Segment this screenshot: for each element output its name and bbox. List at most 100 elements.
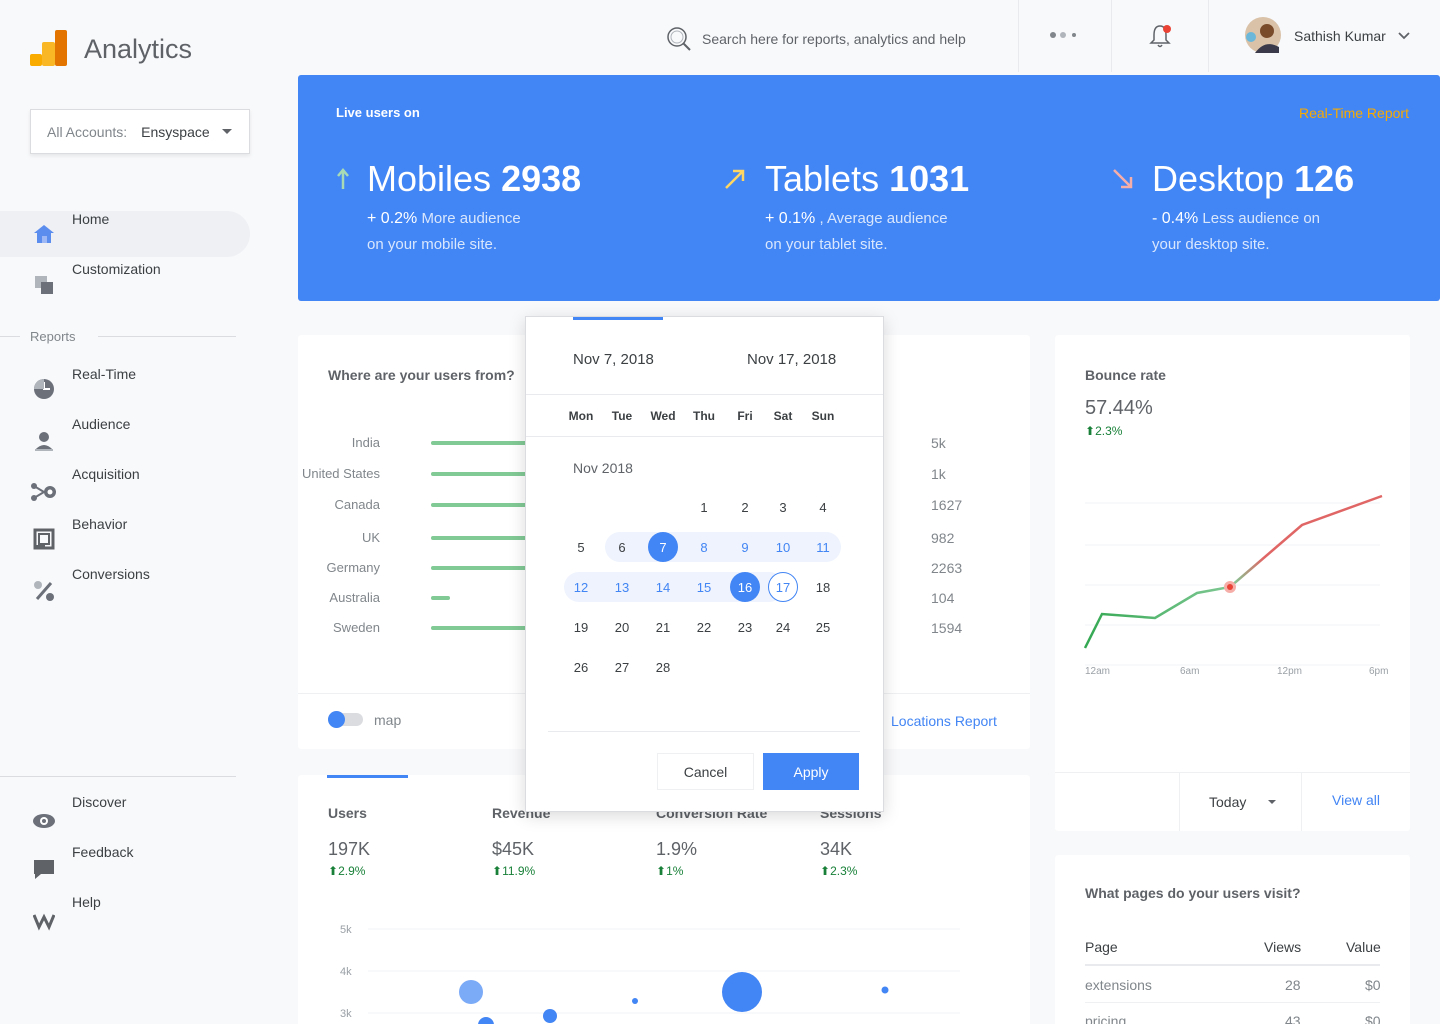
bubble-point [632, 998, 638, 1004]
sidebar-item-home[interactable]: Home [0, 211, 250, 257]
metric-value: 34K [820, 839, 853, 859]
sidebar-item-behavior[interactable]: Behavior [0, 516, 250, 562]
card-divider [1179, 773, 1180, 831]
table-cell: pricing [1085, 1013, 1127, 1024]
x-tick-label: 6am [1180, 666, 1199, 677]
section-label-reports: Reports [30, 329, 76, 344]
map-toggle[interactable] [328, 711, 363, 728]
metric-value: 197K [328, 839, 371, 859]
calendar-day[interactable]: 23 [737, 619, 753, 635]
metric-users[interactable]: Users 197K ⬆2.9% [328, 805, 371, 878]
more-dots-icon[interactable] [1050, 31, 1078, 39]
calendar-day[interactable]: 26 [573, 659, 589, 675]
calendar-day[interactable]: 19 [573, 619, 589, 635]
calendar-day[interactable]: 24 [775, 619, 791, 635]
picker-divider [526, 436, 883, 437]
sidebar-item-acquisition[interactable]: Acquisition [0, 466, 250, 512]
bubble-point [543, 1009, 557, 1023]
metric-conversion-rate[interactable]: Conversion Rate 1.9% ⬆1% [656, 805, 768, 878]
calendar-day[interactable]: 3 [779, 499, 787, 515]
calendar-day[interactable]: 10 [775, 539, 791, 555]
calendar-day[interactable]: 27 [614, 659, 630, 675]
live-users-banner [298, 75, 1440, 301]
search-input[interactable]: Search here for reports, analytics and h… [702, 31, 966, 47]
calendar-day[interactable]: 6 [618, 539, 626, 555]
notification-bell-icon[interactable] [1148, 23, 1174, 49]
sidebar-item-audience[interactable]: Audience [0, 416, 250, 462]
search-bar[interactable]: Search here for reports, analytics and h… [666, 26, 966, 52]
sidebar-item-label: Audience [72, 416, 131, 432]
calendar-day[interactable]: 11 [816, 539, 830, 555]
bounce-value: 57.44% [1085, 397, 1153, 419]
location-name: Canada [334, 497, 380, 512]
sidebar-item-conversions[interactable]: Conversions [0, 566, 250, 612]
calendar-day[interactable]: 12 [573, 579, 589, 595]
sidebar-item-realtime[interactable]: Real-Time [0, 366, 250, 412]
location-bar [431, 596, 450, 600]
sidebar-item-help[interactable]: Help [0, 894, 250, 940]
sidebar-item-discover[interactable]: Discover [0, 794, 250, 840]
start-date[interactable]: Nov 7, 2018 [573, 351, 654, 368]
period-dropdown[interactable]: Today [1209, 794, 1277, 810]
section-divider [0, 336, 20, 337]
metric-revenue[interactable]: Revenue $45K ⬆11.9% [492, 805, 551, 878]
account-value: Ensyspace [141, 123, 210, 140]
view-all-link[interactable]: View all [1332, 792, 1380, 808]
account-selector[interactable]: All Accounts: Ensyspace [30, 109, 250, 154]
section-divider [0, 776, 236, 777]
avatar[interactable] [1245, 17, 1281, 53]
calendar-day[interactable]: 16 [730, 572, 760, 602]
locations-report-link[interactable]: Locations Report [891, 713, 997, 729]
highlight-point-inner [1227, 584, 1233, 590]
calendar-day[interactable]: 4 [819, 499, 827, 515]
apply-button[interactable]: Apply [763, 753, 859, 790]
calendar-day[interactable]: 25 [815, 619, 831, 635]
calendar-day[interactable]: 9 [741, 539, 749, 555]
card-title: Bounce rate [1085, 367, 1166, 383]
gridlines [368, 928, 960, 1014]
calendar-day[interactable]: 5 [577, 539, 585, 555]
bounce-delta: ⬆2.3% [1085, 424, 1123, 438]
card-divider [1301, 773, 1302, 831]
weekday-label: Sun [811, 409, 835, 423]
metric-delta: 2.3% [830, 864, 858, 878]
cancel-button[interactable]: Cancel [657, 753, 754, 790]
location-name: India [351, 435, 380, 450]
sidebar-item-label: Acquisition [72, 466, 140, 482]
metric-sessions[interactable]: Sessions 34K ⬆2.3% [820, 805, 882, 878]
calendar-day[interactable]: 18 [815, 579, 831, 595]
end-date[interactable]: Nov 17, 2018 [747, 351, 837, 368]
picker-divider [526, 394, 883, 395]
sidebar-item-feedback[interactable]: Feedback [0, 844, 250, 890]
app-title: Analytics [84, 34, 193, 64]
chevron-down-icon[interactable] [1398, 32, 1410, 40]
behavior-icon [33, 528, 55, 550]
calendar-day[interactable]: 21 [655, 619, 671, 635]
bounce-line-chart: 12am 6am 12pm 6pm [1083, 494, 1388, 677]
calendar-day[interactable]: 22 [696, 619, 712, 635]
calendar-day[interactable]: 15 [696, 579, 712, 595]
bounce-series-line [1083, 494, 1383, 649]
sidebar-item-customization[interactable]: Customization [0, 261, 250, 307]
calendar-day[interactable]: 8 [700, 539, 708, 555]
calendar-day[interactable]: 20 [614, 619, 630, 635]
table-cell: $0 [1365, 1013, 1381, 1024]
calendar-day[interactable]: 28 [655, 659, 671, 675]
calendar-day[interactable]: 13 [614, 579, 630, 595]
bubble-point [881, 986, 889, 994]
sidebar-item-label: Customization [72, 261, 161, 277]
location-name: Australia [329, 590, 380, 605]
calendar-day[interactable]: 7 [648, 532, 678, 562]
user-name[interactable]: Sathish Kumar [1294, 28, 1386, 44]
eye-icon [33, 814, 55, 828]
bubble-chart: 5k 4k 3k [340, 924, 960, 1024]
realtime-report-link[interactable]: Real-Time Report [1299, 105, 1409, 121]
calendar-day[interactable]: 2 [741, 499, 749, 515]
arrow-down-right-icon [1113, 169, 1133, 189]
x-tick-label: 12pm [1277, 666, 1302, 677]
calendar-day[interactable]: 17 [768, 572, 798, 602]
calendar-day[interactable]: 14 [655, 579, 671, 595]
calendar-day[interactable]: 1 [700, 499, 708, 515]
date-range-picker: Nov 7, 2018 Nov 17, 2018 Mon Tue Wed Thu Fri… [525, 316, 884, 812]
